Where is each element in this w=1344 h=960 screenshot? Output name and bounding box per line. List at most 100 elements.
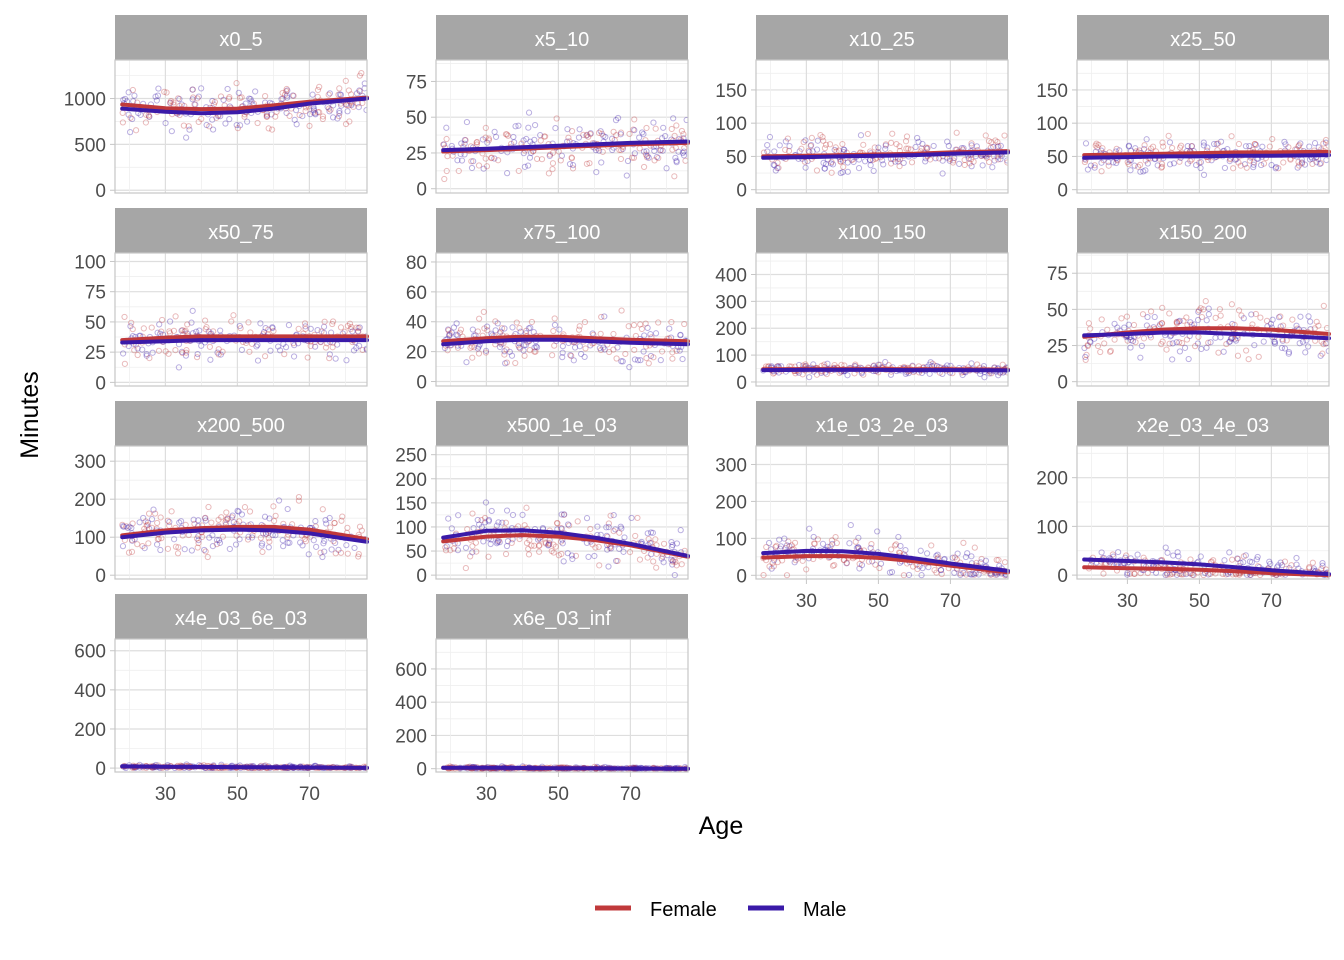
point-male <box>1113 159 1120 167</box>
point-male <box>782 138 789 145</box>
point-male <box>1275 314 1283 321</box>
point-male <box>640 348 647 355</box>
point-female <box>618 146 625 154</box>
point-male <box>989 164 996 171</box>
point-female <box>1131 570 1138 578</box>
point-female <box>826 141 834 148</box>
point-male <box>1204 144 1211 151</box>
point-male <box>764 141 771 149</box>
point-female <box>283 88 290 95</box>
point-male <box>770 161 777 168</box>
point-male <box>1140 146 1148 153</box>
x-tick-label: 30 <box>796 591 817 612</box>
y-tick-label: 200 <box>715 319 747 340</box>
point-male <box>644 324 651 331</box>
point-male <box>647 529 655 536</box>
point-male <box>870 167 877 174</box>
point-male <box>854 544 862 551</box>
point-male <box>646 539 653 546</box>
point-female <box>580 131 587 138</box>
point-female <box>1183 336 1191 343</box>
point-male <box>176 95 183 103</box>
point-female <box>172 543 180 550</box>
point-female <box>994 138 1001 146</box>
point-male <box>601 346 608 353</box>
point-female <box>651 157 658 164</box>
point-female <box>1318 565 1325 572</box>
point-female <box>1195 307 1203 314</box>
point-female <box>1250 159 1258 166</box>
point-male <box>618 358 625 365</box>
point-female <box>295 497 303 504</box>
point-female <box>444 347 451 354</box>
y-tick-label: 50 <box>85 313 106 334</box>
point-male <box>463 359 470 366</box>
point-male <box>1131 162 1138 169</box>
point-male <box>616 545 623 552</box>
legend-label-male: Male <box>803 899 846 921</box>
x-tick-label: 70 <box>620 784 641 805</box>
point-male <box>556 326 563 333</box>
point-male <box>937 567 945 574</box>
point-male <box>195 517 202 524</box>
point-female <box>1163 346 1170 353</box>
panel-title: x50_75 <box>208 222 274 244</box>
point-male <box>155 85 162 92</box>
point-male <box>355 104 362 111</box>
point-male <box>1200 142 1207 149</box>
point-female <box>1158 341 1165 348</box>
point-male <box>975 571 982 578</box>
point-female <box>1320 341 1327 348</box>
point-female <box>616 146 623 154</box>
point-male <box>841 146 848 153</box>
point-female <box>199 533 206 541</box>
point-female <box>860 141 867 148</box>
point-female <box>928 542 935 549</box>
point-male <box>207 356 214 363</box>
point-male <box>765 539 773 547</box>
point-male <box>1125 143 1132 150</box>
point-female <box>821 145 829 152</box>
y-tick-label: 200 <box>74 720 106 741</box>
point-female <box>605 520 612 527</box>
point-female <box>938 570 945 578</box>
point-female <box>856 560 863 568</box>
point-female <box>316 83 323 90</box>
point-female <box>772 543 779 551</box>
point-female <box>127 114 134 121</box>
point-male <box>631 356 639 363</box>
point-male <box>356 87 363 94</box>
point-female <box>254 119 261 127</box>
point-female <box>1130 321 1138 329</box>
point-female <box>1168 144 1176 152</box>
point-female <box>538 156 546 163</box>
series-line-male <box>120 527 369 544</box>
point-female <box>462 564 469 572</box>
y-tick-label: 75 <box>1047 264 1068 285</box>
point-female <box>158 328 165 335</box>
point-female <box>338 517 345 524</box>
point-male <box>660 559 667 566</box>
point-female <box>626 549 634 556</box>
x-tick-label: 70 <box>1261 591 1282 612</box>
series-line-male <box>1082 557 1331 577</box>
point-male <box>531 121 539 129</box>
point-male <box>1278 562 1286 569</box>
point-female <box>1107 347 1114 355</box>
point-male <box>349 328 356 335</box>
point-male <box>1197 553 1204 560</box>
point-female <box>993 556 1000 564</box>
point-female <box>1084 342 1091 350</box>
point-female <box>443 135 450 143</box>
point-female <box>269 126 276 133</box>
point-male <box>840 146 847 153</box>
point-female <box>355 550 362 558</box>
point-male <box>127 129 134 136</box>
point-male <box>1279 337 1286 344</box>
point-female <box>348 323 355 331</box>
point-male <box>506 348 513 355</box>
y-tick-label: 600 <box>395 660 427 681</box>
point-female <box>1191 343 1199 350</box>
point-female <box>1147 308 1155 315</box>
point-female <box>210 328 217 335</box>
